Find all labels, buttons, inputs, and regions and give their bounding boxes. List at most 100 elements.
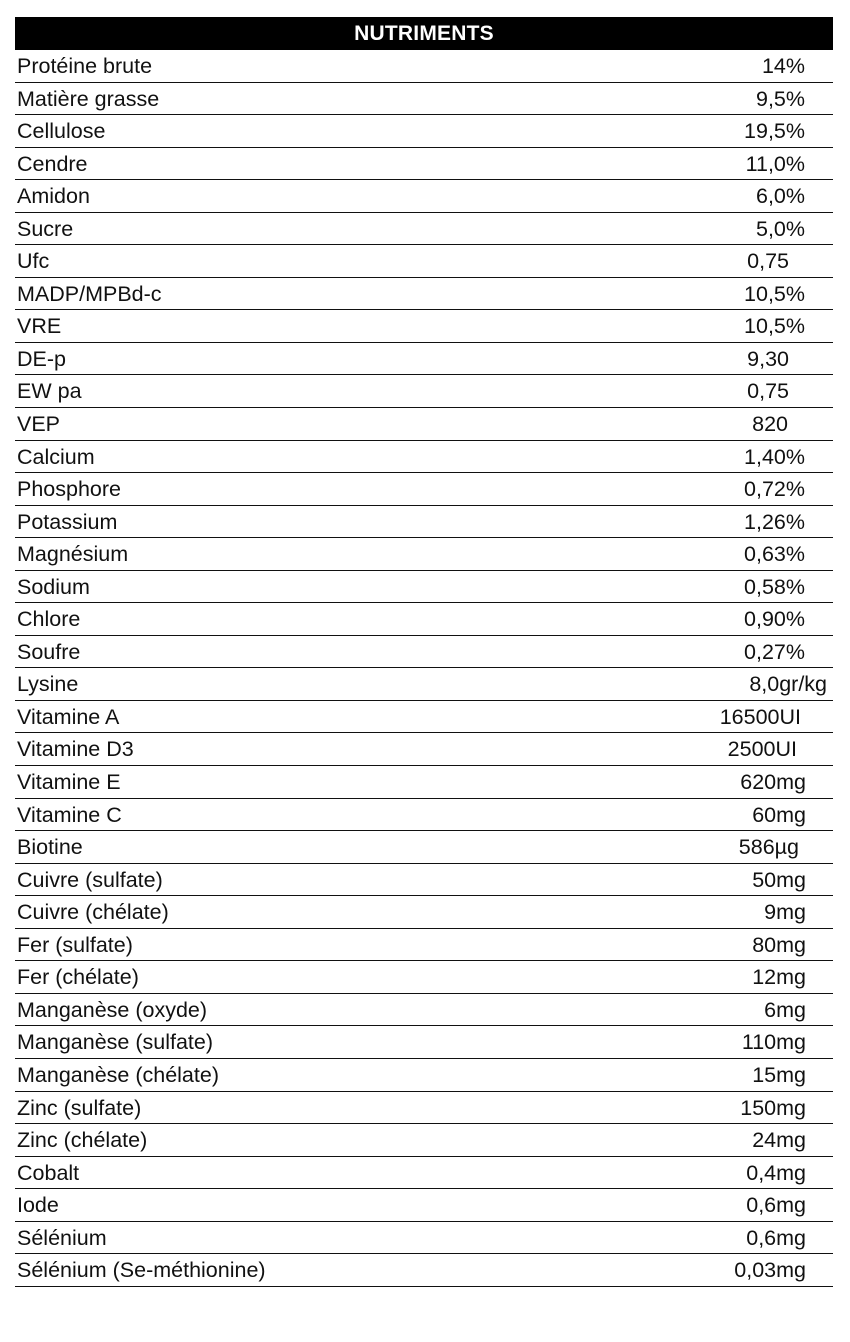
nutrient-value-cell: 14%: [715, 50, 832, 83]
nutrient-value-cell: 12mg: [715, 961, 832, 994]
nutrient-value-cell: 150mg: [715, 1092, 832, 1125]
table-header: NUTRIMENTS: [15, 17, 833, 50]
table-row: MADP/MPBd-c 10,5%: [15, 278, 833, 311]
table-row: Cendre 11,0%: [15, 148, 833, 181]
table-row: Biotine 586µg: [15, 831, 833, 864]
table-row: Vitamine E 620mg: [15, 766, 833, 799]
nutrient-value: 0,90%: [744, 607, 805, 632]
nutrient-value: 9mg: [764, 900, 806, 925]
nutrient-value-cell: 0,63%: [715, 538, 832, 571]
nutrient-name: Vitamine A: [17, 704, 120, 729]
nutrient-value: 0,4mg: [746, 1160, 806, 1185]
nutrient-value-cell: 19,5%: [715, 115, 832, 148]
nutrient-value: 0,58%: [744, 574, 805, 599]
table-row: Cellulose 19,5%: [15, 115, 833, 148]
nutrient-name: Vitamine C: [17, 802, 122, 827]
table-row: Cuivre (chélate) 9mg: [15, 896, 833, 929]
nutrient-value-cell: 5,0%: [715, 213, 832, 246]
nutrient-value: 0,72%: [744, 477, 805, 502]
table-row: Sélénium (Se-méthionine) 0,03mg: [15, 1254, 833, 1287]
table-row: Chlore 0,90%: [15, 603, 833, 636]
table-row: Lysine 8,0gr/kg: [15, 668, 833, 701]
nutrient-value: 0,6mg: [746, 1225, 806, 1250]
nutrient-value-cell: 110mg: [715, 1026, 832, 1059]
nutrient-name: Calcium: [17, 444, 95, 469]
table-row: Sucre 5,0%: [15, 213, 833, 246]
nutrient-value-cell: 50mg: [715, 864, 832, 897]
nutrient-name: Zinc (sulfate): [17, 1095, 142, 1120]
table-row: Matière grasse 9,5%: [15, 83, 833, 116]
nutrient-table: NUTRIMENTS Protéine brute 14% Matière gras…: [15, 17, 833, 1287]
nutrient-value-cell: 10,5%: [715, 278, 832, 311]
nutrient-name: Chlore: [17, 607, 81, 632]
table-row: Fer (sulfate) 80mg: [15, 929, 833, 962]
table-row: Sodium 0,58%: [15, 571, 833, 604]
nutrient-value: 1,40%: [744, 444, 805, 469]
nutrient-value: 50mg: [752, 867, 806, 892]
nutrient-value-cell: 9mg: [715, 896, 832, 929]
nutrient-name: Iode: [17, 1193, 59, 1218]
nutrient-name: Magnésium: [17, 542, 129, 567]
nutrient-name: Fer (sulfate): [17, 932, 133, 957]
nutrient-value: 16500UI: [719, 704, 801, 729]
nutrient-value-cell: 10,5%: [715, 310, 832, 343]
table-row: Vitamine C 60mg: [15, 799, 833, 832]
nutrient-value: 24mg: [752, 1128, 806, 1153]
table-row: EW pa 0,75: [15, 375, 833, 409]
nutrient-name: Manganèse (chélate): [17, 1062, 219, 1087]
nutrient-value-cell: 9,5%: [715, 83, 832, 116]
nutrient-value: 60mg: [752, 802, 806, 827]
table-header-label: NUTRIMENTS: [354, 21, 494, 45]
nutrient-value-cell: 0,6mg: [715, 1222, 832, 1255]
nutrient-value: 2500UI: [727, 737, 797, 762]
table-row: Zinc (sulfate) 150mg: [15, 1092, 833, 1125]
table-row: Cobalt 0,4mg: [15, 1157, 833, 1190]
table-row: Soufre 0,27%: [15, 636, 833, 669]
table-row: Sélénium 0,6mg: [15, 1222, 833, 1255]
nutrient-value: 1,26%: [744, 509, 805, 534]
nutrient-name: Matière grasse: [17, 86, 160, 111]
table-row: DE-p 9,30: [15, 343, 833, 376]
nutrient-value-cell: 60mg: [715, 799, 832, 832]
nutrient-value: 11,0%: [745, 151, 805, 176]
nutrient-value-cell: 820: [715, 408, 832, 441]
nutrient-value-cell: 1,40%: [715, 441, 832, 474]
nutrient-value: 8,0gr/kg: [749, 672, 827, 697]
table-row: Iode 0,6mg: [15, 1189, 833, 1222]
nutrient-name: Biotine: [17, 835, 83, 860]
nutrient-name: Sélénium: [17, 1225, 107, 1250]
nutrient-name: MADP/MPBd-c: [17, 281, 162, 306]
table-row: Vitamine A 16500UI: [15, 701, 833, 734]
nutrient-value: 820: [752, 412, 788, 437]
nutrient-name: Protéine brute: [17, 54, 153, 78]
nutrient-name: Manganèse (sulfate): [17, 1030, 213, 1055]
nutrient-value-cell: 620mg: [715, 766, 832, 799]
nutrient-value: 150mg: [740, 1095, 806, 1120]
nutrient-value-cell: 0,4mg: [715, 1157, 832, 1190]
table-row: Calcium 1,40%: [15, 441, 833, 474]
nutrient-name: Ufc: [17, 249, 50, 274]
nutrient-value: 6,0%: [755, 184, 805, 209]
nutrient-value: 10,5%: [744, 281, 805, 306]
nutrient-value: 14%: [761, 54, 805, 78]
nutrient-value: 15mg: [752, 1062, 806, 1087]
nutrient-name: Potassium: [17, 509, 118, 534]
nutrient-value-cell: 0,75: [715, 375, 832, 408]
nutrient-value: 0,75: [747, 379, 789, 404]
nutrient-value-cell: 2500UI: [715, 733, 832, 766]
nutrient-value: 586µg: [738, 835, 799, 860]
nutrient-value-cell: 6mg: [715, 994, 832, 1027]
nutrient-value: 0,63%: [744, 542, 805, 567]
table-row: VEP 820: [15, 408, 833, 441]
nutrient-name: Vitamine E: [17, 770, 121, 795]
nutrient-value-cell: 16500UI: [715, 701, 832, 734]
nutrient-value: 80mg: [752, 932, 806, 957]
table-row: Ufc 0,75: [15, 245, 833, 278]
nutrient-name: Zinc (chélate): [17, 1128, 148, 1153]
nutrient-name: EW pa: [17, 379, 82, 404]
nutrient-value: 0,6mg: [746, 1193, 806, 1218]
nutrient-name: Vitamine D3: [17, 737, 134, 762]
nutrient-value-cell: 586µg: [715, 831, 832, 864]
nutrient-name: Cellulose: [17, 119, 106, 144]
nutrient-value-cell: 0,58%: [715, 571, 832, 604]
